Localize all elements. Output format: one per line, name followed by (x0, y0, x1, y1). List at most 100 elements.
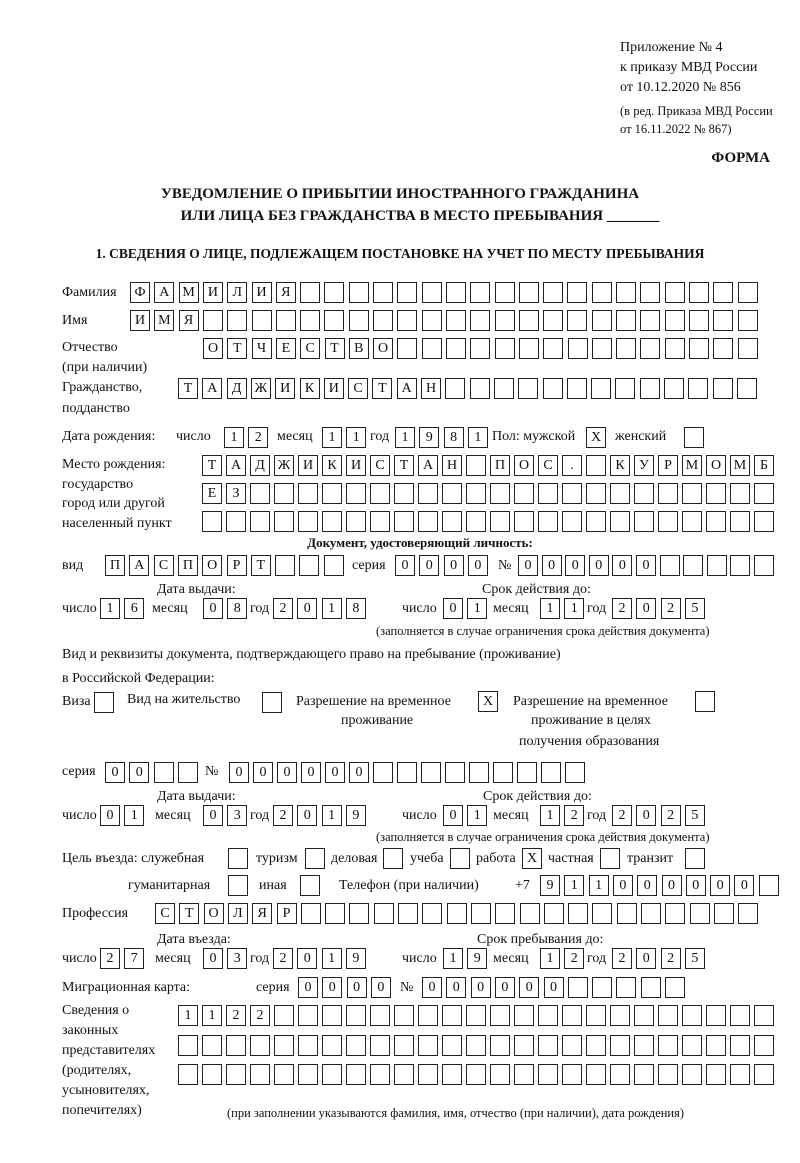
char-cell[interactable] (445, 310, 466, 331)
char-cell[interactable] (682, 511, 702, 532)
char-cell[interactable] (177, 762, 198, 783)
char-cell[interactable] (421, 282, 442, 303)
char-cell[interactable] (664, 282, 685, 303)
char-cell[interactable]: С (538, 455, 558, 476)
char-cell[interactable] (514, 483, 534, 504)
char-cell[interactable] (586, 1064, 606, 1085)
char-cell[interactable]: О (203, 903, 224, 924)
char-cell[interactable] (373, 282, 393, 303)
char-cell[interactable] (634, 1064, 654, 1085)
char-cell[interactable] (586, 1035, 606, 1056)
char-cell[interactable]: 1 (540, 948, 560, 969)
char-cell[interactable] (494, 338, 515, 359)
char-cell[interactable]: 8 (227, 598, 248, 619)
char-cell[interactable] (737, 282, 758, 303)
char-cell[interactable] (610, 511, 630, 532)
char-cell[interactable] (586, 511, 606, 532)
char-cell[interactable]: 0 (494, 977, 515, 998)
char-cell[interactable]: С (153, 555, 174, 576)
char-cell[interactable] (466, 1035, 486, 1056)
char-cell[interactable] (665, 903, 686, 924)
char-cell[interactable] (639, 378, 660, 399)
char-cell[interactable] (538, 511, 558, 532)
char-cell[interactable] (586, 455, 606, 476)
char-cell[interactable] (713, 282, 734, 303)
char-cell[interactable]: 1 (321, 598, 342, 619)
char-cell[interactable]: 2 (564, 805, 585, 826)
char-cell[interactable] (737, 338, 758, 359)
char-cell[interactable]: 1 (588, 875, 609, 896)
char-cell[interactable]: . (562, 455, 582, 476)
char-cell[interactable]: 2 (100, 948, 120, 969)
char-cell[interactable] (538, 1005, 558, 1026)
char-cell[interactable] (684, 427, 704, 448)
char-cell[interactable]: 2 (250, 1005, 270, 1026)
char-cell[interactable] (688, 378, 709, 399)
char-cell[interactable]: И (202, 282, 223, 303)
char-cell[interactable]: 0 (253, 762, 273, 783)
char-cell[interactable] (616, 310, 636, 331)
char-cell[interactable] (541, 762, 561, 783)
char-cell[interactable] (685, 848, 705, 869)
char-cell[interactable] (466, 1064, 486, 1085)
char-cell[interactable]: 2 (612, 805, 632, 826)
char-cell[interactable]: Ч (251, 338, 272, 359)
char-cell[interactable]: 1 (540, 805, 560, 826)
char-cell[interactable] (299, 555, 320, 576)
char-cell[interactable] (250, 483, 270, 504)
char-cell[interactable] (324, 282, 345, 303)
char-cell[interactable]: 0 (322, 977, 343, 998)
char-cell[interactable]: 0 (612, 875, 633, 896)
char-cell[interactable]: X (586, 427, 606, 448)
char-cell[interactable] (490, 511, 510, 532)
char-cell[interactable] (370, 1035, 390, 1056)
char-cell[interactable] (346, 483, 366, 504)
char-cell[interactable]: 0 (588, 555, 609, 576)
char-cell[interactable]: И (275, 378, 296, 399)
char-cell[interactable] (543, 338, 564, 359)
char-cell[interactable] (517, 762, 537, 783)
char-cell[interactable]: 0 (543, 977, 564, 998)
char-cell[interactable] (466, 455, 486, 476)
char-cell[interactable]: 0 (518, 555, 538, 576)
char-cell[interactable] (658, 511, 678, 532)
char-cell[interactable]: 1 (224, 427, 244, 448)
char-cell[interactable] (418, 1005, 438, 1026)
char-cell[interactable] (394, 1035, 414, 1056)
char-cell[interactable] (665, 977, 685, 998)
char-cell[interactable] (640, 310, 661, 331)
char-cell[interactable] (450, 848, 470, 869)
char-cell[interactable]: 2 (660, 598, 681, 619)
char-cell[interactable] (300, 903, 321, 924)
char-cell[interactable] (153, 762, 174, 783)
char-cell[interactable] (713, 903, 734, 924)
char-cell[interactable] (373, 310, 393, 331)
char-cell[interactable]: 1 (178, 1005, 198, 1026)
char-cell[interactable] (736, 378, 757, 399)
char-cell[interactable]: 1 (443, 948, 463, 969)
char-cell[interactable] (469, 762, 489, 783)
char-cell[interactable]: 0 (470, 977, 491, 998)
char-cell[interactable] (688, 310, 709, 331)
char-cell[interactable] (466, 511, 486, 532)
char-cell[interactable]: 1 (540, 598, 560, 619)
char-cell[interactable] (298, 511, 318, 532)
char-cell[interactable] (658, 1005, 678, 1026)
char-cell[interactable]: 2 (564, 948, 585, 969)
char-cell[interactable]: 2 (273, 805, 293, 826)
char-cell[interactable] (730, 1064, 750, 1085)
char-cell[interactable] (322, 483, 342, 504)
char-cell[interactable]: 1 (467, 427, 488, 448)
char-cell[interactable] (738, 903, 759, 924)
char-cell[interactable]: 0 (636, 598, 657, 619)
char-cell[interactable] (274, 483, 294, 504)
char-cell[interactable] (466, 483, 486, 504)
char-cell[interactable] (600, 848, 620, 869)
char-cell[interactable]: О (373, 338, 394, 359)
char-cell[interactable]: 1 (124, 805, 145, 826)
char-cell[interactable] (567, 282, 588, 303)
char-cell[interactable] (706, 1064, 726, 1085)
char-cell[interactable] (754, 1005, 774, 1026)
char-cell[interactable] (178, 1035, 198, 1056)
char-cell[interactable] (689, 338, 709, 359)
